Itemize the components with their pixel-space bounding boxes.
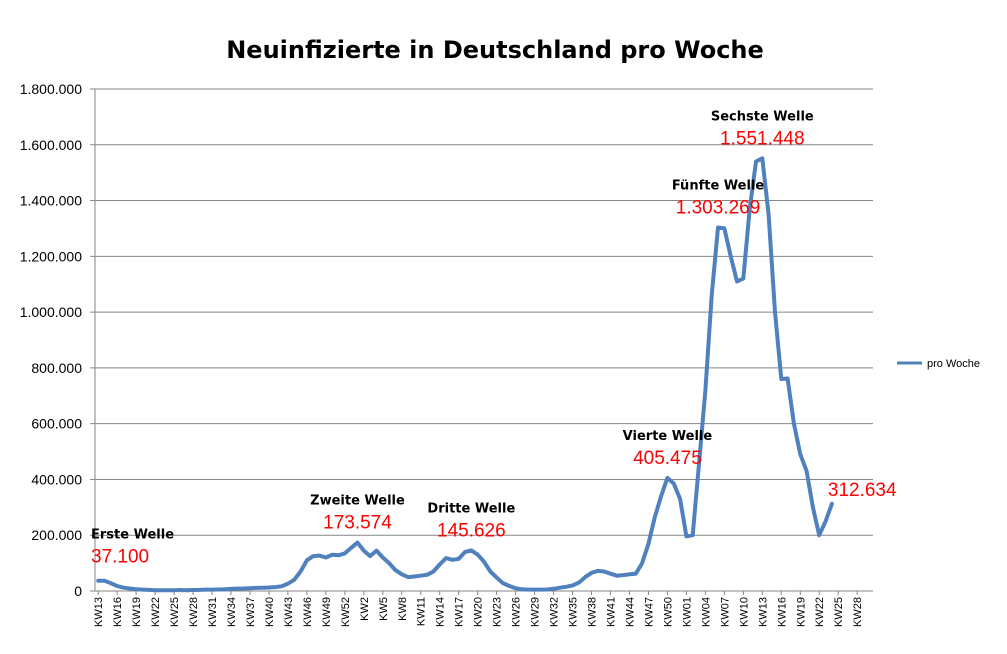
y-tick-label: 1.400.000 — [20, 193, 82, 209]
x-tick-label: KW32 — [549, 597, 561, 627]
x-tick-label: KW28 — [852, 597, 864, 627]
y-tick-label: 1.200.000 — [20, 248, 82, 264]
wave-name-label: Dritte Welle — [427, 501, 515, 516]
y-tick-label: 600.000 — [31, 416, 82, 432]
wave-value-label: 405.475 — [633, 448, 702, 469]
x-tick-label: KW14 — [435, 597, 447, 627]
x-tick-label: KW29 — [530, 597, 542, 627]
wave-value-label: 173.574 — [323, 513, 392, 534]
x-tick-label: KW46 — [302, 597, 314, 627]
y-tick-label: 1.800.000 — [20, 81, 82, 97]
x-tick-label: KW16 — [112, 597, 124, 627]
wave-name-label: Erste Welle — [91, 528, 174, 543]
y-tick-label: 200.000 — [31, 527, 82, 543]
x-tick-label: KW22 — [150, 597, 162, 627]
x-tick-label: KW34 — [226, 597, 238, 627]
x-tick-label: KW13 — [757, 597, 769, 627]
x-tick-label: KW50 — [662, 597, 674, 627]
x-tick-label: KW19 — [795, 597, 807, 627]
x-tick-label: KW49 — [321, 597, 333, 627]
wave-value-label: 145.626 — [437, 520, 506, 541]
wave-name-label: Vierte Welle — [623, 429, 713, 444]
y-axis-ticks: 0 200.000 400.000 600.000 800.000 1.000.000 1.… — [20, 81, 95, 599]
x-tick-label: KW52 — [340, 597, 352, 627]
y-tick-label: 1.000.000 — [20, 304, 82, 320]
x-tick-label: KW11 — [416, 597, 428, 626]
grid-lines — [95, 88, 873, 536]
x-tick-label: KW07 — [719, 597, 731, 627]
wave-name-label: Sechste Welle — [711, 109, 814, 124]
x-tick-label: KW20 — [473, 597, 485, 627]
x-tick-label: KW04 — [700, 597, 712, 627]
wave-value-label: 312.634 — [828, 480, 897, 501]
wave-name-label: Fünfte Welle — [672, 179, 765, 194]
x-tick-label: KW40 — [264, 597, 276, 627]
x-tick-label: KW41 — [606, 597, 618, 627]
x-tick-label: KW8 — [397, 597, 409, 621]
wave-value-label: 1.551.448 — [720, 128, 805, 149]
x-tick-label: KW17 — [454, 597, 466, 627]
y-tick-label: 0 — [74, 583, 82, 599]
x-tick-label: KW44 — [624, 597, 636, 627]
series-line-pro-woche — [96, 156, 834, 593]
x-tick-label: KW23 — [492, 597, 504, 627]
x-tick-label: KW47 — [643, 597, 655, 627]
x-tick-label: KW13 — [93, 597, 105, 627]
x-tick-label: KW28 — [188, 597, 200, 627]
x-tick-label: KW5 — [378, 597, 390, 621]
chart-title: Neuinfizierte in Deutschland pro Woche — [226, 36, 764, 64]
legend: pro Woche — [897, 358, 980, 370]
legend-label: pro Woche — [927, 358, 980, 370]
wave-value-label: 37.100 — [91, 547, 149, 568]
y-tick-label: 1.600.000 — [20, 137, 82, 153]
wave-name-label: Zweite Welle — [310, 494, 405, 509]
x-tick-label: KW10 — [738, 597, 750, 627]
y-tick-label: 400.000 — [31, 471, 82, 487]
x-tick-label: KW31 — [207, 597, 219, 627]
x-tick-label: KW16 — [776, 597, 788, 627]
y-tick-label: 800.000 — [31, 360, 82, 376]
x-tick-label: KW35 — [568, 597, 580, 627]
wave-annotations: Erste Welle 37.100 Zweite Welle 173.574 Drit… — [91, 109, 897, 567]
x-tick-label: KW22 — [814, 597, 826, 627]
x-tick-label: KW2 — [359, 597, 371, 621]
x-tick-label: KW37 — [245, 597, 257, 627]
series-layer — [96, 156, 834, 593]
x-tick-label: KW43 — [283, 597, 295, 627]
x-axis-ticks: KW13 KW16 KW19 KW22 KW25 KW28 KW31 KW34 KW37 KW40… — [93, 591, 864, 627]
x-tick-label: KW38 — [587, 597, 599, 627]
wave-value-label: 1.303.269 — [676, 198, 761, 219]
x-tick-label: KW26 — [511, 597, 523, 627]
x-tick-label: KW25 — [169, 597, 181, 627]
x-tick-label: KW19 — [131, 597, 143, 627]
x-tick-label: KW01 — [681, 597, 693, 627]
x-tick-label: KW25 — [833, 597, 845, 627]
